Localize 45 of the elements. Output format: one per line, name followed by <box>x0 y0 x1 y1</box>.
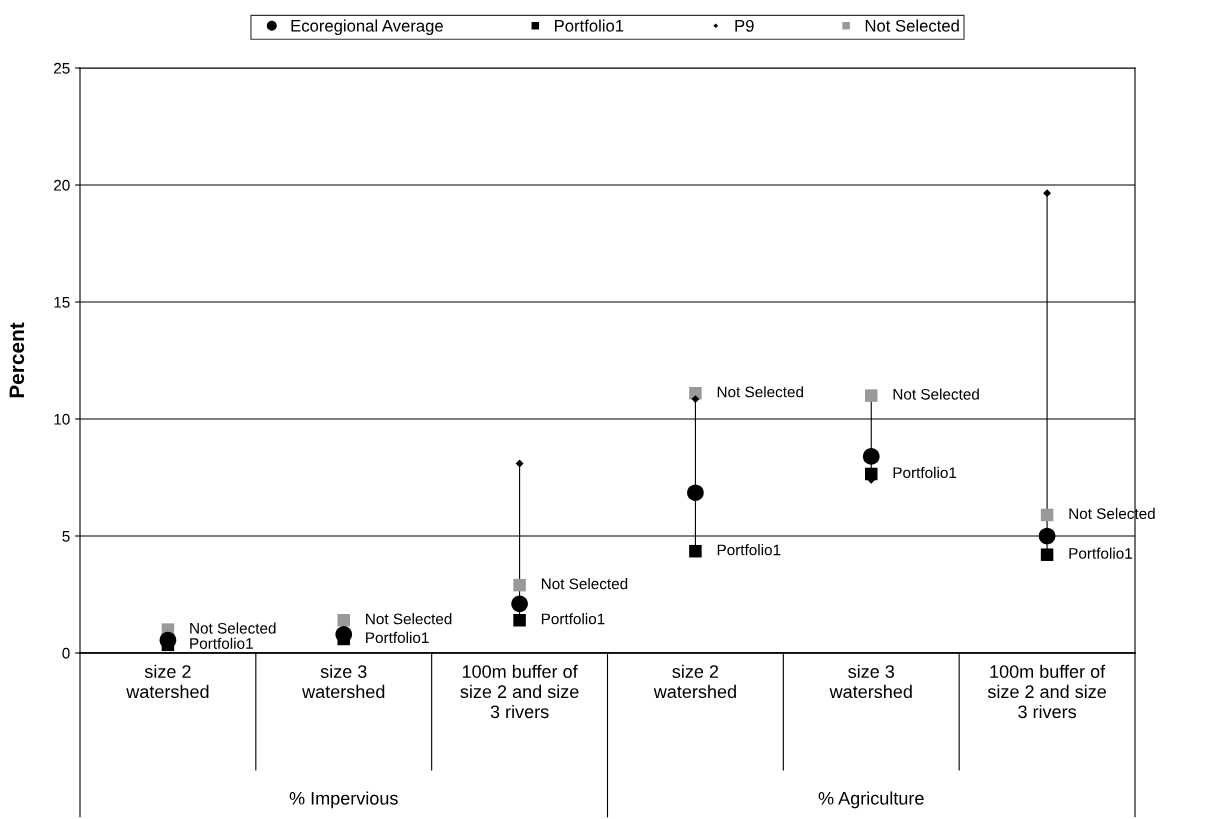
point <box>691 395 700 404</box>
annotation: Not Selected <box>541 578 628 590</box>
annotation: Not Selected <box>366 613 452 625</box>
point <box>513 578 526 592</box>
legend-label: Portfolio1 <box>555 19 624 32</box>
y-tick-label: 5 <box>62 531 70 542</box>
point <box>1040 508 1054 522</box>
y-axis-title: Percent <box>9 322 25 398</box>
point <box>515 459 524 468</box>
annotation: Portfolio1 <box>366 631 429 644</box>
y-tick-label: 20 <box>54 179 70 191</box>
point <box>1043 189 1052 198</box>
point <box>862 448 880 465</box>
point <box>1038 527 1056 545</box>
legend-label: Ecoregional Average <box>291 19 443 36</box>
annotation: Portfolio1 <box>893 466 957 479</box>
y-tick-label: 25 <box>54 62 70 74</box>
point <box>511 595 528 613</box>
x-tick-label: size 3 watershed <box>302 664 385 699</box>
annotation: Not Selected <box>717 386 804 398</box>
x-tick-label: 100m buffer of size 2 and size 3 rivers <box>987 664 1106 719</box>
point <box>335 625 353 643</box>
point <box>513 613 526 627</box>
x-tick-label: 100m buffer of size 2 and size 3 rivers <box>460 664 579 719</box>
legend-label: P9 <box>735 19 754 32</box>
y-tick-label: 15 <box>54 297 70 308</box>
text: % Impervious <box>289 791 398 809</box>
point <box>1040 548 1054 561</box>
point <box>689 544 702 558</box>
annotation: Portfolio1 <box>717 544 781 556</box>
y-tick-label: 0 <box>62 647 70 659</box>
annotation: Not Selected <box>190 622 276 634</box>
y-tick-label: 10 <box>54 413 70 425</box>
annotation: Portfolio1 <box>1069 547 1132 559</box>
point <box>337 613 350 627</box>
text: % Agriculture <box>818 791 924 809</box>
point <box>687 484 704 502</box>
legend-label: Not Selected <box>865 19 959 32</box>
annotation: Portfolio1 <box>190 637 253 649</box>
point <box>865 389 878 402</box>
x-tick-label: size 3 watershed <box>829 664 912 699</box>
annotation: Not Selected <box>893 388 979 400</box>
x-tick-label: size 2 watershed <box>653 664 736 699</box>
x-tick-label: size 2 watershed <box>126 664 209 699</box>
annotation: Portfolio1 <box>541 613 605 625</box>
